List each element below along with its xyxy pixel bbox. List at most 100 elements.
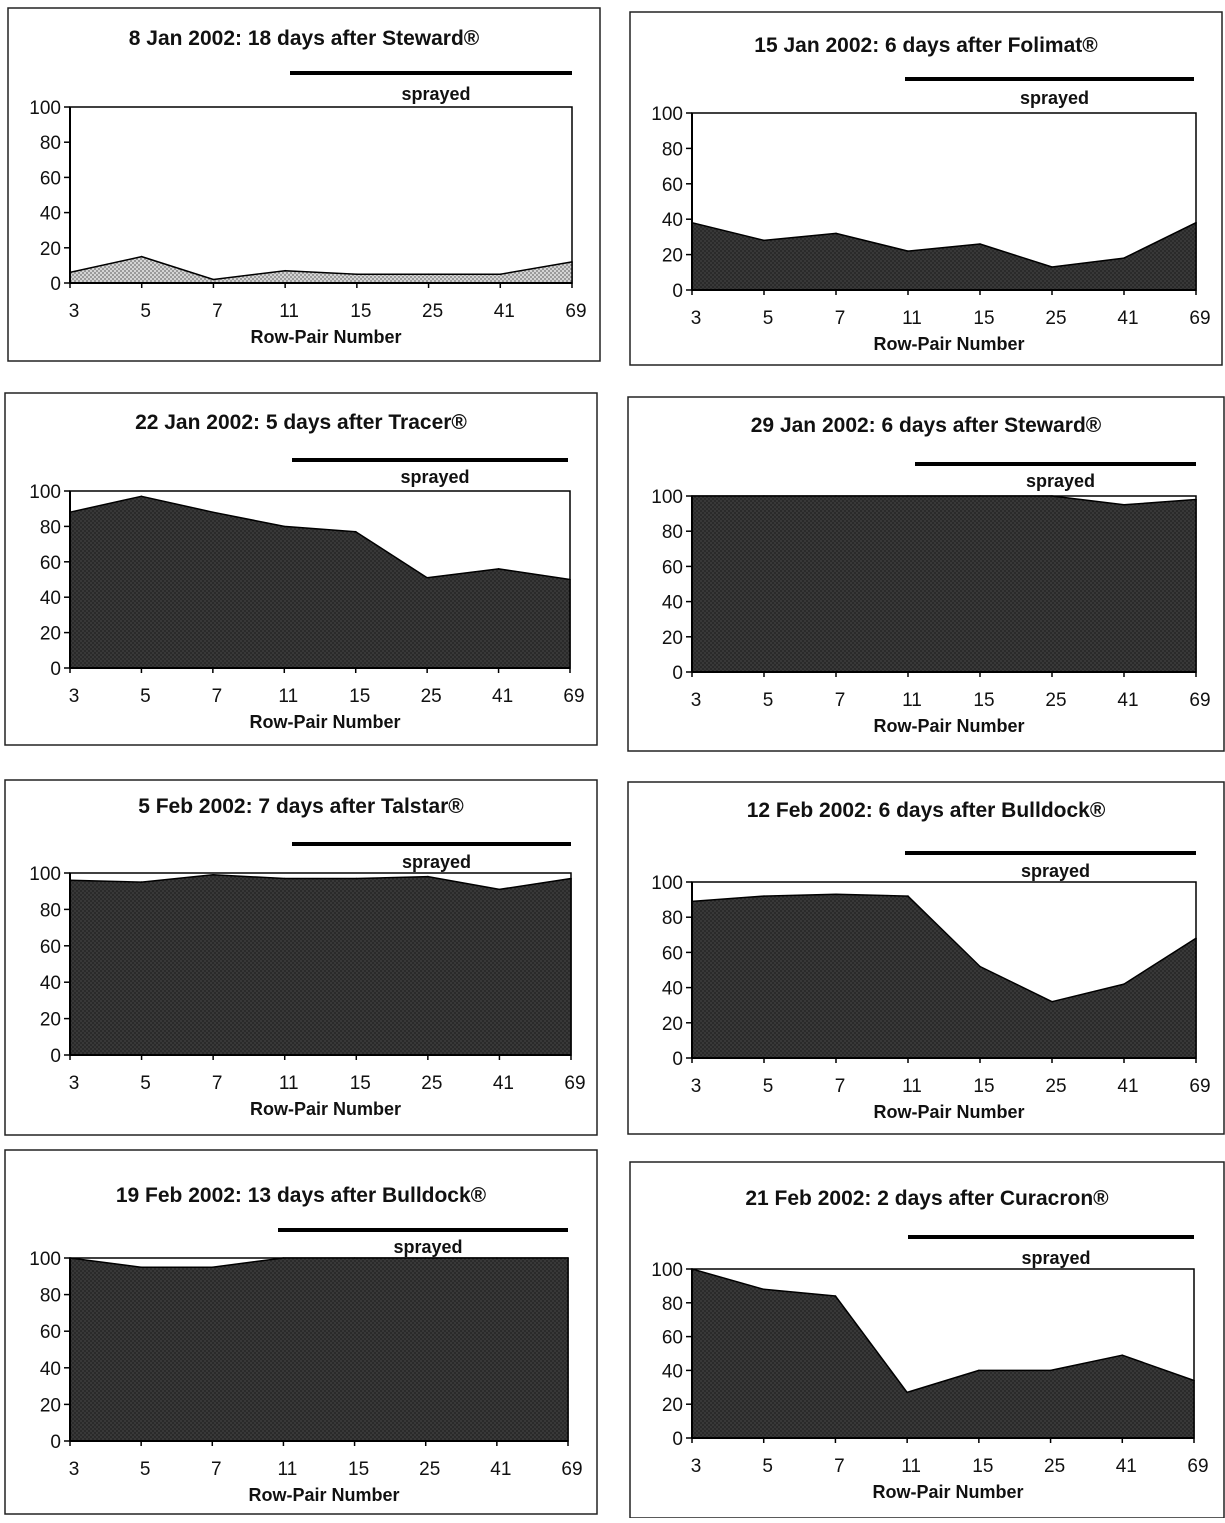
y-tick-label: 60 xyxy=(40,1322,61,1343)
sprayed-label: sprayed xyxy=(401,84,470,104)
x-tick-label: 41 xyxy=(493,1073,514,1094)
y-tick-label: 60 xyxy=(40,553,61,574)
y-tick-label: 80 xyxy=(662,139,683,160)
data-point-5 xyxy=(763,895,765,897)
y-tick-label: 80 xyxy=(662,908,683,929)
y-tick-label: 100 xyxy=(651,1260,683,1281)
x-tick-label: 69 xyxy=(1189,690,1210,711)
sprayed-label: sprayed xyxy=(393,1237,462,1257)
sprayed-label: sprayed xyxy=(402,852,471,872)
data-point-11 xyxy=(284,269,286,272)
y-tick-label: 0 xyxy=(672,281,683,302)
y-tick-label: 80 xyxy=(662,1294,683,1315)
data-point-5 xyxy=(763,239,765,242)
x-tick-label: 11 xyxy=(279,301,299,322)
x-tick-label: 69 xyxy=(564,1073,585,1094)
data-point-15 xyxy=(979,243,981,245)
y-tick-label: 0 xyxy=(50,1432,61,1453)
x-tick-label: 41 xyxy=(494,301,515,322)
x-tick-label: 25 xyxy=(1045,1076,1066,1097)
data-point-7 xyxy=(835,495,837,497)
x-tick-label: 15 xyxy=(349,686,370,707)
chart-panel-3: 22 Jan 2002: 5 days after Tracer® sprayed… xyxy=(4,392,598,746)
data-point-41 xyxy=(498,888,501,891)
chart-title: 19 Feb 2002: 13 days after Bulldock® xyxy=(116,1184,487,1207)
x-tick-label: 69 xyxy=(1187,1456,1208,1477)
x-tick-label: 3 xyxy=(691,308,702,329)
y-tick-label: 60 xyxy=(662,943,683,964)
x-tick-label: 41 xyxy=(1116,1456,1137,1477)
x-tick-label: 7 xyxy=(835,690,846,711)
y-tick-label: 20 xyxy=(662,628,683,649)
y-tick-label: 20 xyxy=(662,246,683,267)
chart-frame xyxy=(627,781,1225,1135)
x-tick-label: 41 xyxy=(492,686,513,707)
data-point-15 xyxy=(355,877,358,880)
x-tick-label: 15 xyxy=(350,1073,371,1094)
y-tick-label: 80 xyxy=(40,1286,61,1307)
data-point-69 xyxy=(1193,1379,1195,1382)
y-tick-label: 0 xyxy=(50,1046,61,1067)
data-point-15 xyxy=(353,1257,356,1259)
plot-area xyxy=(69,106,573,284)
data-point-69 xyxy=(570,877,572,880)
y-tick-label: 60 xyxy=(662,1328,683,1349)
x-tick-label: 11 xyxy=(902,690,922,711)
data-point-69 xyxy=(571,261,573,263)
data-point-41 xyxy=(497,568,500,570)
data-point-25 xyxy=(1049,1369,1052,1372)
x-tick-label: 11 xyxy=(278,686,298,707)
data-point-15 xyxy=(979,965,981,968)
x-tick-label: 11 xyxy=(901,1456,921,1477)
chart-frame xyxy=(4,392,598,746)
data-point-25 xyxy=(427,273,430,276)
x-tick-label: 3 xyxy=(69,301,80,322)
x-tick-label: 15 xyxy=(348,1459,369,1480)
data-point-7 xyxy=(212,874,214,876)
x-tick-label: 41 xyxy=(1117,1076,1138,1097)
y-tick-label: 80 xyxy=(40,517,61,538)
chart-panel-2: 15 Jan 2002: 6 days after Folimat® spraye… xyxy=(629,11,1223,366)
x-tick-label: 7 xyxy=(212,686,223,707)
y-tick-label: 100 xyxy=(29,482,61,503)
x-tick-label: 3 xyxy=(69,1073,80,1094)
data-point-41 xyxy=(1123,983,1125,985)
y-tick-label: 60 xyxy=(662,557,683,578)
x-tick-label: 7 xyxy=(211,1459,222,1480)
data-point-11 xyxy=(283,525,286,528)
y-tick-label: 40 xyxy=(40,973,61,994)
x-axis-title: Row-Pair Number xyxy=(873,1102,1024,1122)
chart-panel-8: 21 Feb 2002: 2 days after Curacron® spray… xyxy=(629,1161,1225,1519)
x-tick-label: 7 xyxy=(212,301,223,322)
y-tick-label: 40 xyxy=(662,593,683,614)
sprayed-label: sprayed xyxy=(1026,471,1095,491)
chart-frame xyxy=(629,11,1223,366)
sprayed-label: sprayed xyxy=(1021,1248,1090,1268)
x-tick-label: 5 xyxy=(140,1073,151,1094)
y-tick-label: 100 xyxy=(651,487,683,508)
data-point-7 xyxy=(834,1295,837,1297)
x-tick-label: 11 xyxy=(279,1073,299,1094)
x-tick-label: 5 xyxy=(763,1076,774,1097)
x-tick-label: 25 xyxy=(419,1459,440,1480)
data-point-69 xyxy=(567,1257,569,1259)
data-point-41 xyxy=(1123,257,1125,259)
x-axis-title: Row-Pair Number xyxy=(248,1485,399,1505)
y-tick-label: 100 xyxy=(651,873,683,894)
data-point-11 xyxy=(907,895,909,897)
chart-frame xyxy=(4,1149,598,1515)
y-tick-label: 40 xyxy=(662,210,683,231)
x-tick-label: 7 xyxy=(212,1073,223,1094)
y-tick-label: 40 xyxy=(662,979,683,1000)
y-tick-label: 60 xyxy=(40,937,61,958)
data-point-11 xyxy=(907,495,909,497)
series-area xyxy=(69,874,572,1056)
y-tick-label: 20 xyxy=(40,1395,61,1416)
chart-title: 15 Jan 2002: 6 days after Folimat® xyxy=(754,34,1098,57)
x-tick-label: 15 xyxy=(973,690,994,711)
x-tick-label: 3 xyxy=(691,690,702,711)
y-tick-label: 60 xyxy=(662,175,683,196)
x-tick-label: 15 xyxy=(972,1456,993,1477)
x-tick-label: 7 xyxy=(835,308,846,329)
